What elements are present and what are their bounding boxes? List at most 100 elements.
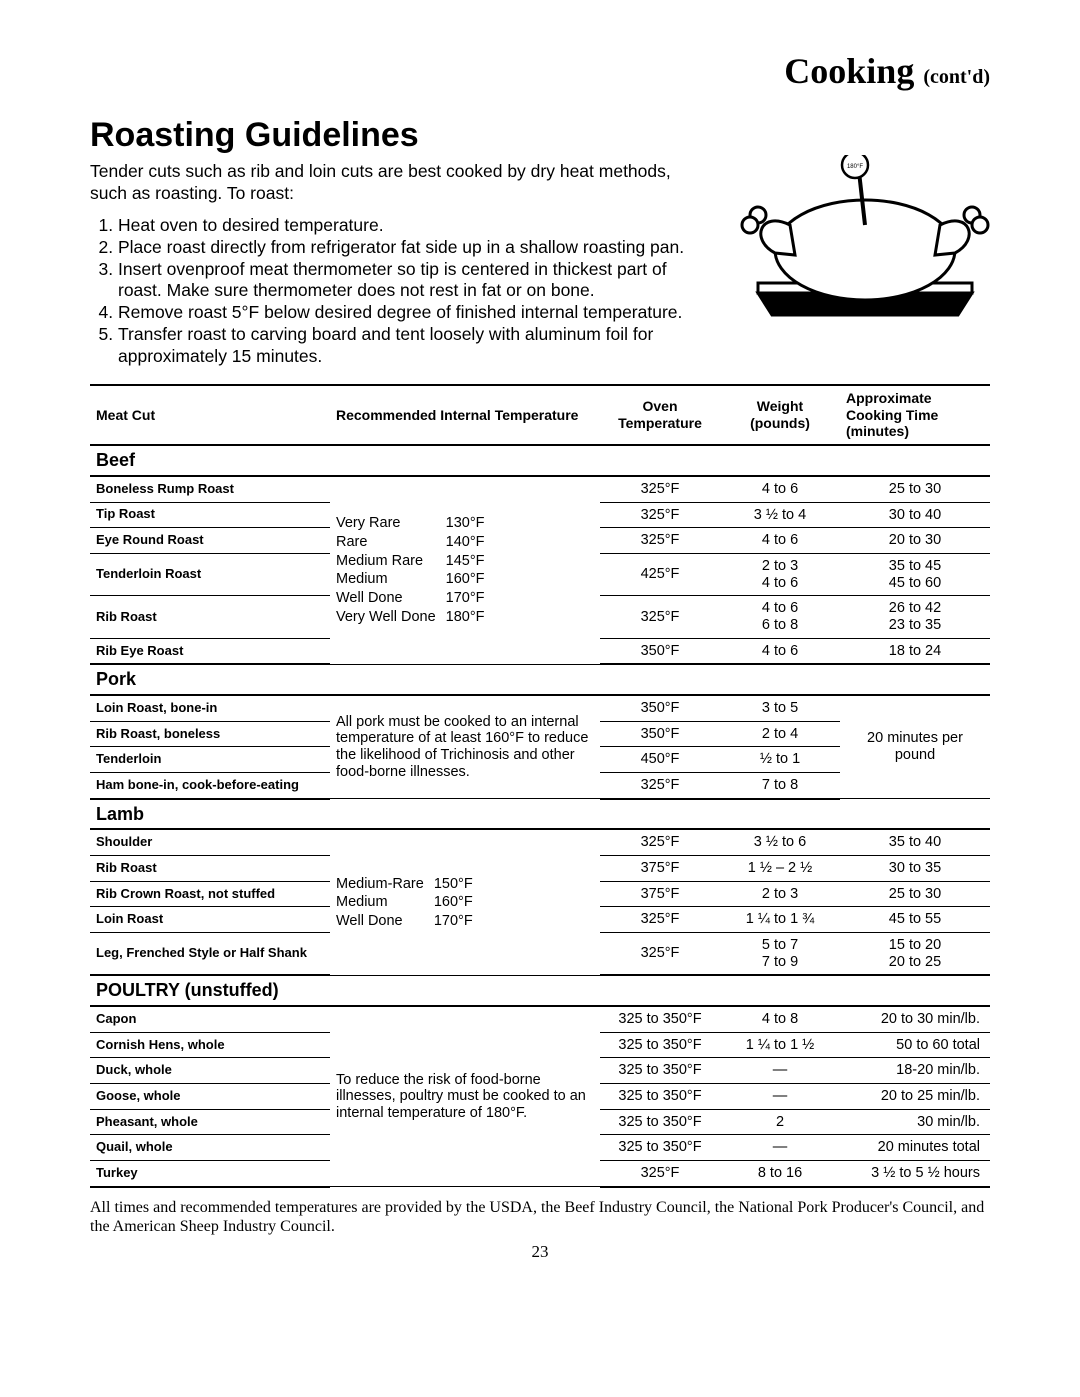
intro-paragraph: Tender cuts such as rib and loin cuts ar… <box>90 161 700 205</box>
lamb-time-0: 35 to 40 <box>840 829 990 855</box>
lamb-oven-2: 375°F <box>600 881 720 907</box>
beef-weight-5: 4 to 6 <box>720 638 840 664</box>
lamb-oven-4: 325°F <box>600 933 720 976</box>
poultry-weight-1: 1 ¼ to 1 ½ <box>720 1032 840 1058</box>
poultry-time-3: 20 to 25 min/lb. <box>840 1084 990 1110</box>
pork-oven-2: 450°F <box>600 747 720 773</box>
beef-cut-0: Boneless Rump Roast <box>90 476 330 502</box>
poultry-weight-0: 4 to 8 <box>720 1006 840 1032</box>
col-weight: Weight (pounds) <box>720 385 840 445</box>
beef-cut-2: Eye Round Roast <box>90 528 330 554</box>
poultry-cut-4: Pheasant, whole <box>90 1109 330 1135</box>
pork-cut-3: Ham bone-in, cook-before-eating <box>90 773 330 799</box>
poultry-cut-6: Turkey <box>90 1161 330 1187</box>
poultry-weight-4: 2 <box>720 1109 840 1135</box>
col-oven-temp: Oven Temperature <box>600 385 720 445</box>
poultry-weight-6: 8 to 16 <box>720 1161 840 1187</box>
lamb-oven-0: 325°F <box>600 829 720 855</box>
pork-weight-0: 3 to 5 <box>720 695 840 721</box>
poultry-time-2: 18-20 min/lb. <box>840 1058 990 1084</box>
poultry-oven-0: 325 to 350°F <box>600 1006 720 1032</box>
page-header: Cooking (cont'd) <box>90 50 990 92</box>
poultry-weight-5: — <box>720 1135 840 1161</box>
lamb-cut-1: Rib Roast <box>90 856 330 882</box>
lamb-time-2: 25 to 30 <box>840 881 990 907</box>
beef-oven-4: 325°F <box>600 596 720 638</box>
lamb-cut-3: Loin Roast <box>90 907 330 933</box>
beef-oven-3: 425°F <box>600 553 720 595</box>
poultry-time-1: 50 to 60 total <box>840 1032 990 1058</box>
poultry-time-6: 3 ½ to 5 ½ hours <box>840 1161 990 1187</box>
beef-oven-1: 325°F <box>600 502 720 528</box>
beef-cut-5: Rib Eye Roast <box>90 638 330 664</box>
lamb-label: Lamb <box>96 804 144 824</box>
roasting-table: Meat Cut Recommended Internal Temperatur… <box>90 384 990 1188</box>
page-number: 23 <box>90 1242 990 1262</box>
beef-weight-3: 2 to 34 to 6 <box>720 553 840 595</box>
lamb-oven-3: 325°F <box>600 907 720 933</box>
beef-cut-1: Tip Roast <box>90 502 330 528</box>
col-internal-temp: Recommended Internal Temperature <box>330 385 600 445</box>
intro-text: Tender cuts such as rib and loin cuts ar… <box>90 161 700 368</box>
beef-time-0: 25 to 30 <box>840 476 990 502</box>
col-meat-cut: Meat Cut <box>90 385 330 445</box>
pork-cut-0: Loin Roast, bone-in <box>90 695 330 721</box>
lamb-time-3: 45 to 55 <box>840 907 990 933</box>
beef-label: Beef <box>96 450 135 470</box>
beef-weight-2: 4 to 6 <box>720 528 840 554</box>
lamb-weight-3: 1 ¼ to 1 ¾ <box>720 907 840 933</box>
beef-weight-4: 4 to 66 to 8 <box>720 596 840 638</box>
beef-time-2: 20 to 30 <box>840 528 990 554</box>
poultry-weight-2: — <box>720 1058 840 1084</box>
poultry-time-0: 20 to 30 min/lb. <box>840 1006 990 1032</box>
beef-weight-0: 4 to 6 <box>720 476 840 502</box>
pork-weight-2: ½ to 1 <box>720 747 840 773</box>
beef-time-4: 26 to 4223 to 35 <box>840 596 990 638</box>
beef-cut-4: Rib Roast <box>90 596 330 638</box>
pork-cut-2: Tenderloin <box>90 747 330 773</box>
pork-cut-1: Rib Roast, boneless <box>90 721 330 747</box>
step-4: Remove roast 5°F below desired degree of… <box>118 302 700 324</box>
beef-time-5: 18 to 24 <box>840 638 990 664</box>
poultry-time-5: 20 minutes total <box>840 1135 990 1161</box>
poultry-oven-5: 325 to 350°F <box>600 1135 720 1161</box>
lamb-time-1: 30 to 35 <box>840 856 990 882</box>
pork-oven-1: 350°F <box>600 721 720 747</box>
beef-weight-1: 3 ½ to 4 <box>720 502 840 528</box>
beef-oven-2: 325°F <box>600 528 720 554</box>
poultry-cut-0: Capon <box>90 1006 330 1032</box>
roast-illustration: 180°F <box>740 155 990 330</box>
footnote: All times and recommended temperatures a… <box>90 1198 990 1236</box>
beef-doneness: Very Rare130°FRare140°FMedium Rare145°FM… <box>330 476 600 664</box>
poultry-oven-1: 325 to 350°F <box>600 1032 720 1058</box>
step-1: Heat oven to desired temperature. <box>118 215 700 237</box>
poultry-cut-2: Duck, whole <box>90 1058 330 1084</box>
lamb-weight-2: 2 to 3 <box>720 881 840 907</box>
poultry-note: To reduce the risk of food-borne illness… <box>330 1006 600 1187</box>
pork-label: Pork <box>96 669 136 689</box>
poultry-oven-2: 325 to 350°F <box>600 1058 720 1084</box>
header-main: Cooking <box>784 51 914 91</box>
lamb-cut-0: Shoulder <box>90 829 330 855</box>
pork-weight-3: 7 to 8 <box>720 773 840 799</box>
lamb-weight-0: 3 ½ to 6 <box>720 829 840 855</box>
poultry-cut-1: Cornish Hens, whole <box>90 1032 330 1058</box>
lamb-cut-4: Leg, Frenched Style or Half Shank <box>90 933 330 976</box>
thermo-label: 180°F <box>847 164 863 170</box>
beef-time-1: 30 to 40 <box>840 502 990 528</box>
lamb-time-4: 15 to 2020 to 25 <box>840 933 990 976</box>
pork-note: All pork must be cooked to an internal t… <box>330 695 600 799</box>
poultry-weight-3: — <box>720 1084 840 1110</box>
step-2: Place roast directly from refrigerator f… <box>118 237 700 259</box>
pork-weight-1: 2 to 4 <box>720 721 840 747</box>
beef-oven-5: 350°F <box>600 638 720 664</box>
pork-oven-3: 325°F <box>600 773 720 799</box>
lamb-doneness: Medium-Rare150°FMedium160°FWell Done170°… <box>330 829 600 975</box>
step-5: Transfer roast to carving board and tent… <box>118 324 700 368</box>
intro-wrap: Tender cuts such as rib and loin cuts ar… <box>90 161 990 368</box>
poultry-label: POULTRY (unstuffed) <box>96 980 279 1000</box>
poultry-oven-3: 325 to 350°F <box>600 1084 720 1110</box>
beef-oven-0: 325°F <box>600 476 720 502</box>
pork-oven-0: 350°F <box>600 695 720 721</box>
lamb-cut-2: Rib Crown Roast, not stuffed <box>90 881 330 907</box>
